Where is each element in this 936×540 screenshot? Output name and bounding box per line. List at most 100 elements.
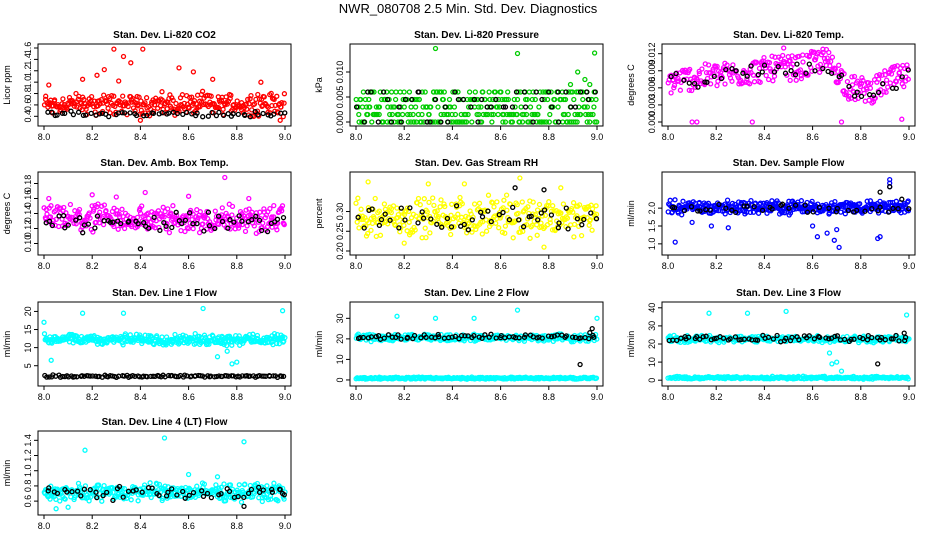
data-point	[591, 50, 598, 56]
data-point	[835, 79, 841, 86]
data-point	[890, 336, 896, 342]
data-point	[442, 203, 448, 210]
data-point	[222, 174, 228, 181]
y-axis-label: ml/min	[626, 200, 636, 227]
data-point	[494, 104, 500, 110]
data-point	[201, 215, 208, 221]
data-point	[163, 226, 169, 232]
data-point	[424, 119, 430, 125]
data-point	[867, 85, 874, 91]
data-point	[393, 89, 399, 95]
data-point	[826, 350, 833, 356]
data-point	[53, 506, 59, 512]
data-point	[389, 111, 395, 118]
data-point	[687, 66, 693, 73]
data-point	[95, 201, 101, 207]
data-point	[104, 489, 110, 496]
data-point	[851, 93, 858, 99]
data-point	[81, 96, 87, 103]
data-point	[534, 232, 540, 238]
data-point	[54, 112, 60, 118]
data-point	[432, 96, 439, 103]
data-point	[509, 119, 516, 125]
data-point	[809, 68, 815, 74]
x-tick-label: 8.6	[494, 261, 507, 271]
data-point	[179, 92, 186, 98]
data-point	[46, 195, 52, 202]
data-point	[197, 209, 203, 215]
data-point	[355, 214, 361, 220]
data-point	[761, 62, 768, 68]
data-point	[878, 334, 885, 341]
data-point	[578, 232, 585, 239]
data-point	[665, 80, 671, 86]
data-point	[201, 228, 207, 234]
data-point	[869, 334, 875, 341]
data-point	[789, 334, 795, 341]
data-point	[46, 374, 52, 380]
data-point	[514, 111, 520, 118]
data-point	[826, 336, 832, 342]
data-point	[455, 96, 462, 103]
data-point	[691, 80, 698, 87]
x-tick-label: 8.6	[806, 261, 819, 271]
data-point	[378, 216, 385, 223]
x-tick-label: 9.0	[279, 392, 292, 402]
data-point	[427, 119, 433, 125]
x-tick-label: 8.4	[758, 392, 771, 402]
data-point	[902, 334, 909, 341]
data-point	[763, 72, 769, 79]
data-point	[105, 105, 111, 111]
data-point	[48, 203, 54, 209]
data-point	[365, 111, 371, 118]
data-point	[793, 77, 799, 83]
data-point	[817, 334, 823, 341]
data-point	[555, 104, 561, 110]
data-point	[766, 59, 773, 66]
x-tick-label: 9.0	[903, 261, 916, 271]
data-point	[480, 111, 486, 118]
data-point	[882, 337, 888, 343]
data-point	[820, 49, 826, 56]
plot-frame	[661, 171, 916, 256]
data-point	[78, 493, 84, 499]
data-point	[280, 373, 287, 380]
x-tick-label: 8.8	[231, 132, 244, 142]
x-tick-label: 8.4	[134, 132, 147, 142]
data-point	[463, 111, 469, 118]
data-point	[69, 489, 75, 495]
y-axis-label: degrees C	[2, 192, 12, 234]
data-point	[421, 196, 427, 202]
data-point	[877, 204, 883, 210]
data-point	[811, 336, 818, 342]
data-point	[536, 201, 543, 208]
data-point	[782, 70, 789, 76]
plot-title: Stan. Dev. Line 2 Flow	[424, 288, 529, 299]
data-point	[253, 213, 259, 219]
data-point	[719, 74, 726, 81]
data-point	[667, 197, 673, 203]
data-point	[51, 97, 58, 103]
data-point	[162, 208, 168, 215]
data-point	[445, 119, 451, 125]
y-tick-label: 0.12	[23, 220, 33, 238]
data-point	[539, 96, 545, 103]
data-point	[261, 206, 267, 212]
data-point	[402, 217, 408, 223]
data-point	[173, 209, 179, 215]
data-point	[404, 111, 411, 118]
data-point	[427, 230, 433, 236]
data-point	[271, 214, 277, 220]
data-point	[392, 96, 399, 103]
data-point	[436, 89, 443, 95]
data-point	[829, 70, 835, 76]
data-point	[798, 75, 805, 82]
data-point	[439, 224, 445, 230]
data-point	[65, 374, 72, 380]
data-point	[277, 117, 283, 123]
data-point	[355, 195, 361, 201]
data-point	[455, 211, 461, 217]
data-point	[235, 493, 241, 500]
data-point	[740, 70, 746, 76]
data-point	[395, 211, 401, 218]
